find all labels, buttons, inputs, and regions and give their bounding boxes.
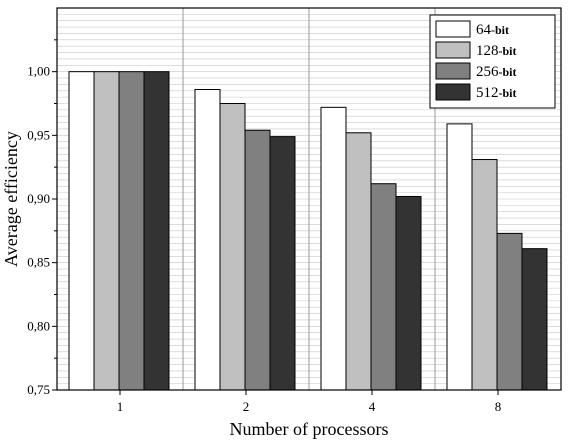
bar-512-4	[395, 195, 422, 391]
y-tick-label: 0,75	[27, 382, 50, 397]
x-axis-label: Number of processors	[230, 419, 389, 439]
bar-256-8	[496, 232, 523, 391]
legend-label-512: 512-bit	[476, 85, 517, 101]
bar-64-4	[320, 106, 347, 391]
y-axis-ticks: 0,75 0,80 0,85 0,90 0,95 1,00	[27, 39, 57, 397]
y-axis-label: Average efficiency	[1, 131, 21, 267]
y-tick-label: 0,90	[27, 191, 50, 206]
bar-64-1	[68, 71, 95, 391]
legend-swatch-128	[435, 41, 471, 59]
legend-swatch-512	[435, 83, 471, 101]
bar-64-8	[446, 123, 473, 391]
bar-512-2	[269, 136, 296, 391]
y-tick-label: 0,95	[27, 127, 50, 142]
x-tick-label: 8	[495, 399, 502, 414]
legend-items: 64-bit 128-bit 256-bit 512-bit	[435, 20, 517, 101]
bar-128-8	[471, 159, 498, 391]
x-tick-label: 2	[243, 399, 250, 414]
legend: 64-bit 128-bit 256-bit 512-bit	[429, 14, 556, 109]
legend-label-128: 128-bit	[476, 43, 517, 59]
bar-256-4	[370, 183, 397, 391]
x-tick-label: 4	[369, 399, 376, 414]
legend-swatch-256	[435, 62, 471, 80]
legend-label-64: 64-bit	[476, 22, 509, 38]
bar-256-2	[244, 129, 271, 391]
bar-256-1	[118, 71, 145, 391]
bar-512-8	[521, 248, 548, 391]
bars	[68, 71, 548, 391]
y-tick-label: 0,80	[27, 318, 50, 333]
y-tick-label: 0,85	[27, 255, 50, 270]
legend-swatch-64	[435, 20, 471, 38]
x-tick-label: 1	[117, 399, 124, 414]
y-tick-label: 1,00	[27, 64, 50, 79]
bar-128-1	[93, 71, 120, 391]
bar-64-2	[194, 88, 221, 391]
bar-128-4	[345, 132, 372, 391]
legend-label-256: 256-bit	[476, 64, 517, 80]
x-axis-ticks: 1 2 4 8	[117, 390, 502, 414]
bar-128-2	[219, 103, 246, 391]
bar-512-1	[143, 71, 170, 391]
